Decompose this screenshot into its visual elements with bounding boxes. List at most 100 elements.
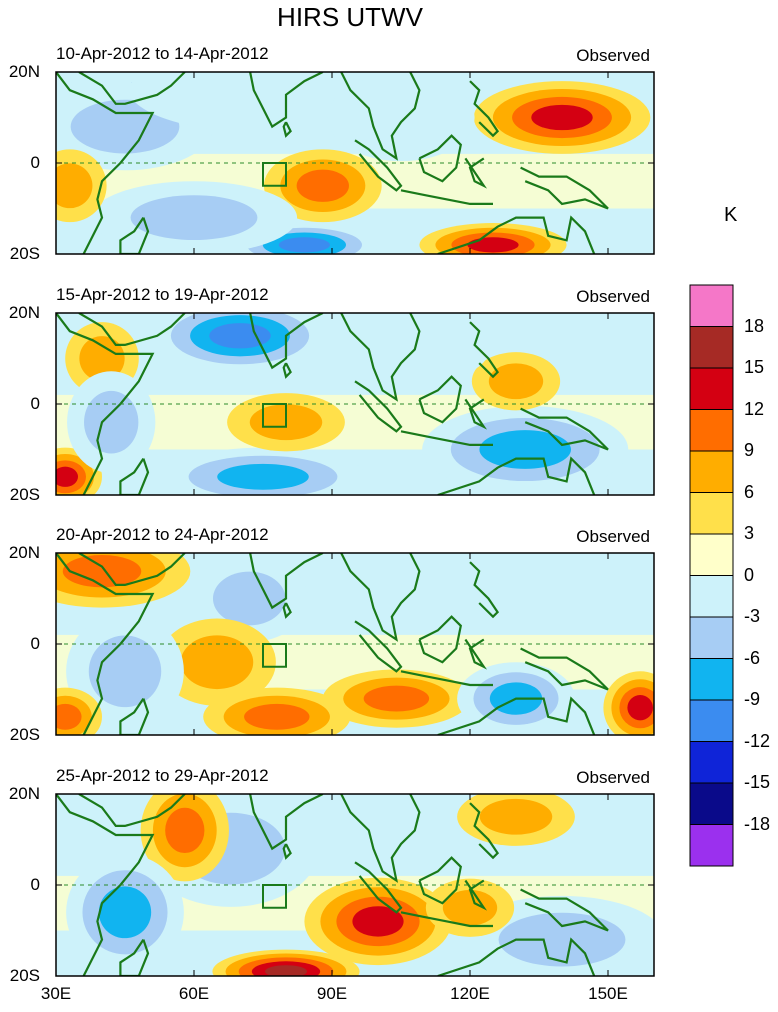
coastline [340, 72, 421, 161]
colorbar-swatch [689, 782, 734, 825]
contour-blob [84, 390, 139, 454]
coastline [340, 313, 421, 402]
panel-observed-label: Observed [576, 46, 650, 65]
coastline [437, 937, 596, 976]
coastline [520, 166, 609, 210]
colorbar-swatch [689, 409, 734, 452]
coastline [119, 697, 150, 735]
coastline [282, 602, 292, 619]
contour-blob [627, 695, 653, 721]
contour-blob [479, 798, 553, 835]
colorbar-level-label: -3 [744, 606, 761, 626]
colorbar-level-label: 3 [744, 523, 755, 543]
contour-blob [98, 886, 152, 939]
y-tick-label: 20N [8, 62, 40, 81]
contour-blob [467, 237, 519, 253]
coastline [400, 911, 493, 928]
panel-observed-label: Observed [576, 768, 650, 787]
contour-blob [56, 703, 82, 730]
coastline [56, 553, 155, 735]
contour-blob [209, 323, 271, 349]
study-box [262, 643, 287, 668]
contour-blob [352, 906, 404, 937]
coastline [78, 72, 186, 105]
colorbar-swatch [689, 616, 734, 659]
contour-blob [264, 965, 308, 976]
coastline [469, 321, 500, 379]
contour-blob [363, 685, 430, 712]
contour-blob [278, 237, 330, 253]
coastline [221, 72, 324, 129]
panel-observed-label: Observed [576, 527, 650, 546]
contour-blob [479, 430, 571, 469]
coastline [464, 398, 488, 430]
coastline [282, 843, 292, 860]
colorbar-level-label: -9 [744, 689, 761, 709]
coastline [354, 861, 403, 914]
x-tick-label: 60E [178, 984, 210, 1003]
coastline [418, 856, 462, 905]
panel-1 [55, 71, 655, 255]
contour-blob [217, 463, 309, 490]
panel-4 [55, 793, 655, 977]
y-tick-label: 20N [8, 543, 40, 562]
x-tick-label: 30E [40, 984, 72, 1003]
colorbar-level-label: 18 [744, 315, 765, 336]
coastline [400, 430, 493, 446]
colorbar-swatch [689, 367, 734, 410]
coastline [469, 561, 500, 619]
coastline [56, 72, 155, 254]
y-tick-label: 20S [9, 725, 40, 744]
colorbar-unit: K [724, 204, 738, 226]
coastline [437, 215, 596, 254]
contour-blob [312, 313, 490, 386]
y-tick-label: 0 [30, 875, 40, 894]
coastline [520, 647, 609, 691]
coastline [400, 189, 493, 205]
study-box [262, 884, 287, 909]
contour-blob [79, 336, 125, 381]
colorbar-swatch [689, 658, 734, 701]
coastline [340, 553, 421, 642]
colorbar-swatch [689, 533, 734, 576]
coastline [464, 157, 488, 189]
chart-title: HIRS UTWV [277, 2, 423, 32]
y-tick-label: 0 [30, 153, 40, 172]
colorbar-swatch [689, 741, 734, 784]
coastline [437, 696, 596, 735]
contour-blob [296, 169, 349, 202]
contour-blob [56, 163, 93, 209]
coastline [119, 938, 150, 976]
colorbar-level-label: 12 [744, 398, 765, 419]
coastline [221, 313, 324, 370]
colorbar-swatch [689, 284, 734, 327]
panel-observed-label: Observed [576, 287, 650, 306]
contour-blob [498, 912, 626, 967]
contour-blob [88, 635, 162, 708]
panel-2 [55, 312, 655, 496]
coastline [464, 638, 488, 670]
coastline [354, 380, 403, 433]
coastline [78, 553, 186, 587]
contour-blob [130, 195, 258, 241]
colorbar-level-label: -15 [744, 772, 771, 792]
contour-blob [180, 635, 254, 690]
colorbar-level-label: -12 [744, 730, 771, 751]
study-box [262, 403, 287, 428]
coastline [119, 216, 150, 254]
y-tick-label: 20S [9, 966, 40, 985]
panel-3 [55, 552, 655, 736]
colorbar [689, 284, 734, 867]
coastline [469, 80, 500, 138]
y-tick-label: 0 [30, 634, 40, 653]
y-tick-label: 20S [9, 244, 40, 263]
coastline [56, 794, 155, 976]
x-tick-label: 150E [588, 984, 628, 1003]
coastline [354, 620, 403, 673]
coastline [221, 553, 324, 610]
panel-period-label: 10-Apr-2012 to 14-Apr-2012 [56, 44, 269, 63]
colorbar-swatch [689, 326, 734, 369]
contour-blob [531, 104, 593, 131]
x-tick-label: 120E [450, 984, 490, 1003]
coastline [78, 794, 186, 828]
